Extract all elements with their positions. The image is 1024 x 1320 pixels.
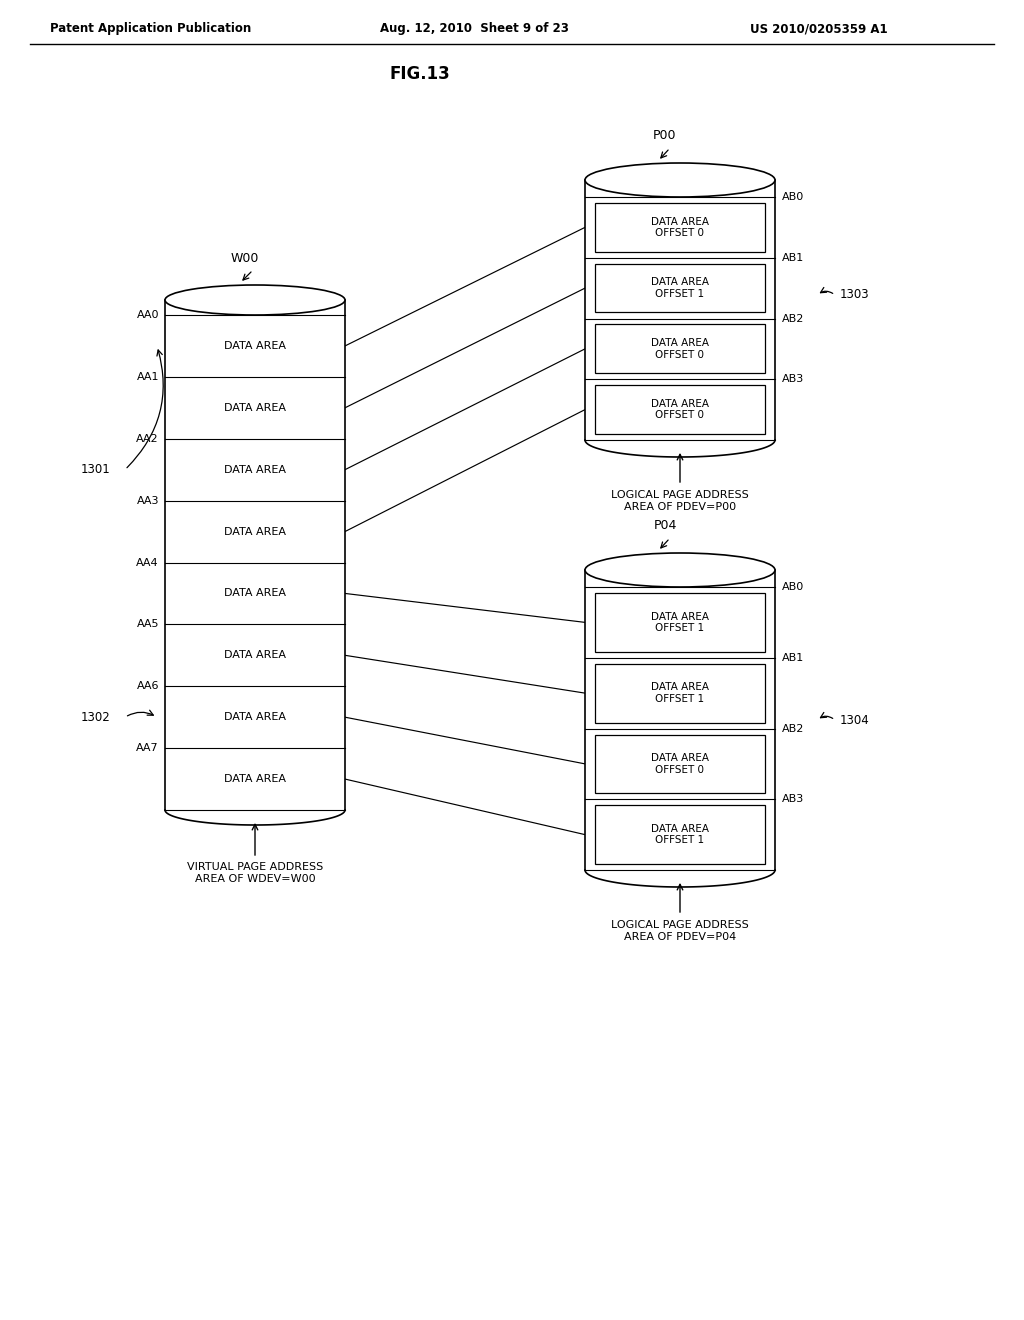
Text: DATA AREA
OFFSET 0: DATA AREA OFFSET 0 — [651, 399, 709, 421]
Text: AB1: AB1 — [782, 653, 804, 663]
Text: AA4: AA4 — [136, 557, 159, 568]
Bar — [585, 180, 775, 440]
Text: DATA AREA
OFFSET 1: DATA AREA OFFSET 1 — [651, 277, 709, 298]
Text: AA1: AA1 — [136, 372, 159, 381]
Text: AA3: AA3 — [136, 495, 159, 506]
Bar — [595, 264, 765, 313]
Text: AB2: AB2 — [782, 723, 805, 734]
Text: DATA AREA: DATA AREA — [224, 713, 286, 722]
Text: DATA AREA: DATA AREA — [224, 403, 286, 413]
Text: AB0: AB0 — [782, 191, 804, 202]
Text: 1304: 1304 — [840, 714, 869, 726]
Text: US 2010/0205359 A1: US 2010/0205359 A1 — [750, 22, 888, 36]
Text: W00: W00 — [230, 252, 259, 265]
Text: AA6: AA6 — [136, 681, 159, 692]
Text: DATA AREA: DATA AREA — [224, 527, 286, 536]
Text: DATA AREA: DATA AREA — [224, 651, 286, 660]
Text: FIG.13: FIG.13 — [389, 65, 451, 83]
Text: AB3: AB3 — [782, 795, 804, 804]
Bar — [595, 385, 765, 434]
Text: AB3: AB3 — [782, 375, 804, 384]
Bar — [165, 300, 345, 810]
Bar — [585, 570, 775, 870]
Text: Patent Application Publication: Patent Application Publication — [50, 22, 251, 36]
Text: AB2: AB2 — [782, 314, 805, 323]
Bar — [595, 734, 765, 793]
Text: DATA AREA
OFFSET 0: DATA AREA OFFSET 0 — [651, 338, 709, 359]
Text: DATA AREA
OFFSET 1: DATA AREA OFFSET 1 — [651, 611, 709, 634]
Text: AA2: AA2 — [136, 434, 159, 444]
Text: VIRTUAL PAGE ADDRESS
AREA OF WDEV=W00: VIRTUAL PAGE ADDRESS AREA OF WDEV=W00 — [186, 862, 324, 883]
Text: 1302: 1302 — [80, 710, 110, 723]
Bar — [595, 805, 765, 865]
Text: 1301: 1301 — [80, 463, 110, 477]
Ellipse shape — [585, 162, 775, 197]
Text: AB0: AB0 — [782, 582, 804, 591]
Bar — [595, 664, 765, 722]
Text: P00: P00 — [653, 129, 677, 143]
Text: DATA AREA
OFFSET 1: DATA AREA OFFSET 1 — [651, 682, 709, 704]
Text: LOGICAL PAGE ADDRESS
AREA OF PDEV=P00: LOGICAL PAGE ADDRESS AREA OF PDEV=P00 — [611, 490, 749, 512]
Text: DATA AREA
OFFSET 0: DATA AREA OFFSET 0 — [651, 216, 709, 238]
Text: 1303: 1303 — [840, 289, 869, 301]
Ellipse shape — [585, 553, 775, 587]
Bar — [595, 203, 765, 252]
Text: AB1: AB1 — [782, 252, 804, 263]
Text: Aug. 12, 2010  Sheet 9 of 23: Aug. 12, 2010 Sheet 9 of 23 — [380, 22, 569, 36]
Text: P04: P04 — [653, 519, 677, 532]
Text: AA7: AA7 — [136, 743, 159, 754]
Text: DATA AREA
OFFSET 0: DATA AREA OFFSET 0 — [651, 754, 709, 775]
Text: DATA AREA
OFFSET 1: DATA AREA OFFSET 1 — [651, 824, 709, 845]
Bar — [595, 593, 765, 652]
Text: DATA AREA: DATA AREA — [224, 589, 286, 598]
Text: DATA AREA: DATA AREA — [224, 341, 286, 351]
Text: DATA AREA: DATA AREA — [224, 465, 286, 475]
Ellipse shape — [165, 285, 345, 315]
Text: LOGICAL PAGE ADDRESS
AREA OF PDEV=P04: LOGICAL PAGE ADDRESS AREA OF PDEV=P04 — [611, 920, 749, 941]
Text: AA0: AA0 — [136, 310, 159, 319]
Text: DATA AREA: DATA AREA — [224, 774, 286, 784]
Text: AA5: AA5 — [136, 619, 159, 630]
Bar — [595, 325, 765, 374]
